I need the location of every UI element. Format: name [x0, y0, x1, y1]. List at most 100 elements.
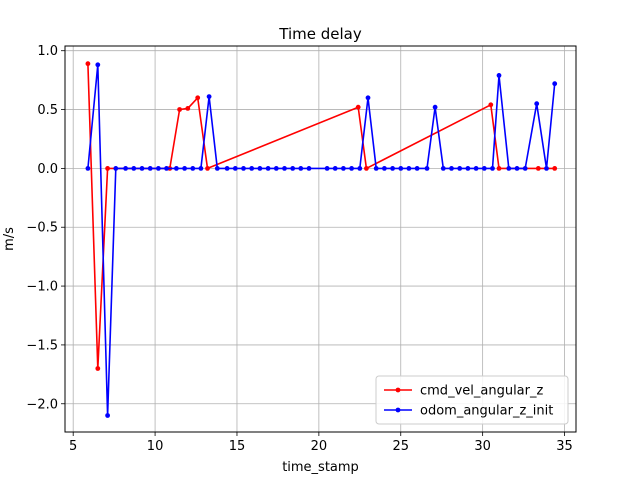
y-axis-label: m/s: [2, 227, 17, 251]
x-tick-label: 20: [311, 439, 328, 454]
data-point: [457, 166, 463, 171]
data-point: [490, 166, 495, 171]
data-point: [95, 62, 101, 68]
data-point: [449, 166, 454, 171]
x-tick-label: 15: [229, 439, 246, 454]
grid: [65, 46, 576, 432]
data-point: [398, 166, 404, 171]
data-point: [123, 166, 128, 171]
data-point: [190, 166, 196, 171]
data-point: [164, 166, 169, 171]
data-point: [355, 104, 361, 110]
data-point: [147, 166, 153, 171]
data-point: [174, 166, 179, 171]
x-tick-label: 30: [474, 439, 491, 454]
data-point: [273, 166, 279, 171]
data-point: [139, 166, 145, 171]
x-tick-label: 35: [556, 439, 573, 454]
x-axis-label: time_stamp: [282, 460, 359, 475]
legend-marker: [395, 407, 401, 413]
y-tick-label: −0.5: [26, 221, 58, 236]
data-point: [324, 166, 330, 171]
x-tick-label: 25: [392, 439, 409, 454]
data-point: [364, 166, 369, 171]
data-point: [390, 166, 395, 171]
series-layer: [85, 61, 558, 418]
data-point: [552, 166, 558, 171]
data-point: [465, 166, 471, 171]
data-point: [265, 166, 271, 171]
data-point: [105, 413, 110, 418]
data-point: [522, 166, 528, 171]
data-point: [341, 166, 346, 171]
y-tick-label: −1.5: [26, 338, 58, 353]
data-point: [349, 166, 354, 171]
data-point: [473, 166, 479, 171]
data-point: [206, 94, 212, 99]
legend: cmd_vel_angular_z odom_angular_z_init: [375, 375, 569, 425]
data-point: [382, 166, 387, 171]
data-point: [496, 73, 502, 78]
data-point: [514, 166, 520, 171]
data-point: [332, 166, 338, 171]
data-point: [535, 166, 541, 171]
plot-area: [65, 46, 576, 432]
data-point: [506, 166, 512, 171]
data-point: [440, 166, 446, 171]
data-point: [357, 166, 363, 171]
data-point: [241, 166, 246, 171]
data-point: [95, 366, 101, 371]
data-point: [282, 166, 287, 171]
data-point: [552, 81, 558, 87]
y-tick-label: 1.0: [37, 44, 58, 59]
data-point: [365, 95, 371, 101]
legend-marker: [395, 387, 401, 393]
data-point: [298, 166, 304, 171]
data-point: [205, 166, 210, 171]
data-point: [214, 166, 220, 171]
data-point: [306, 166, 312, 171]
data-point: [257, 166, 263, 171]
data-point: [156, 166, 161, 171]
data-point: [373, 166, 379, 171]
data-point: [177, 107, 183, 112]
y-tick-label: 0.0: [37, 162, 58, 177]
data-point: [232, 166, 238, 171]
data-point: [249, 166, 255, 171]
data-point: [198, 166, 204, 171]
data-point: [113, 166, 119, 171]
series-odom_angular_z_init: [85, 62, 558, 418]
y-tick-label: −2.0: [26, 397, 58, 412]
data-point: [182, 166, 188, 171]
y-tick-label: −1.0: [26, 280, 58, 295]
x-axis-ticks: 5 10 15 20 25 30 35: [69, 432, 573, 454]
chart-title: Time delay: [278, 25, 362, 43]
data-point: [85, 166, 91, 171]
legend-box: [375, 375, 569, 425]
data-point: [414, 166, 420, 171]
legend-label: odom_angular_z_init: [420, 404, 553, 419]
data-point: [224, 166, 230, 171]
data-point: [544, 166, 549, 171]
legend-label: cmd_vel_angular_z: [420, 384, 543, 399]
data-point: [85, 61, 91, 67]
data-point: [481, 166, 487, 171]
data-point: [105, 166, 110, 171]
data-point: [424, 166, 430, 171]
data-point: [432, 104, 438, 110]
data-point: [406, 166, 412, 171]
data-point: [131, 166, 137, 171]
data-point: [195, 95, 201, 101]
legend-entry: odom_angular_z_init: [384, 404, 553, 419]
x-tick-label: 5: [69, 439, 77, 454]
y-tick-label: 0.5: [37, 103, 58, 118]
plot-frame: [64, 45, 577, 433]
data-point: [185, 106, 191, 111]
data-point: [534, 101, 540, 107]
data-point: [290, 166, 296, 171]
x-tick-label: 10: [147, 439, 164, 454]
data-point: [496, 166, 502, 171]
data-point: [488, 102, 494, 108]
y-axis-ticks: −2.0 −1.5 −1.0 −0.5 0.0 0.5 1.0: [26, 44, 65, 412]
